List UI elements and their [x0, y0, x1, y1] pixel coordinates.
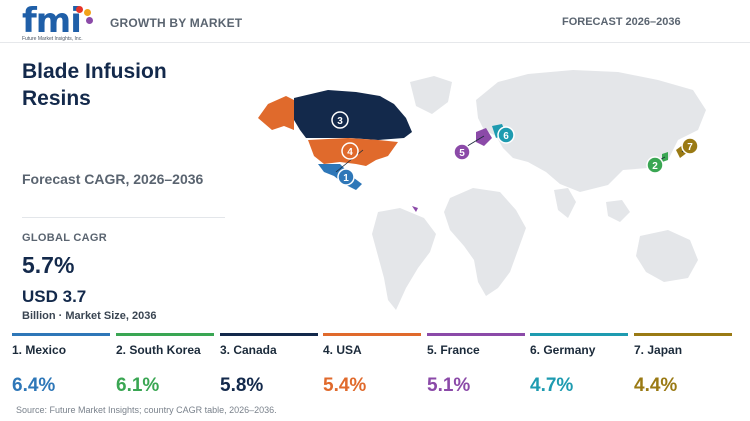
marker-japan[interactable] — [681, 137, 699, 155]
logo-subtitle: Future Market Insights, Inc. — [22, 36, 83, 42]
country-card-usa[interactable]: 4. USA 5.4% — [323, 333, 421, 403]
marker-mexico[interactable] — [337, 168, 355, 186]
country-name: 7. Japan — [634, 343, 683, 357]
country-color-bar — [427, 333, 525, 336]
marker-label: 4 — [347, 147, 353, 158]
marker-label: 5 — [459, 148, 465, 159]
world-map: 1 3 4 5 6 2 7 — [258, 70, 706, 310]
canada-shape — [294, 90, 412, 140]
country-color-bar — [530, 333, 628, 336]
country-color-bar — [323, 333, 421, 336]
global-cagr-label: GLOBAL CAGR — [22, 232, 107, 244]
africa-shape — [444, 188, 526, 296]
marker-label: 2 — [652, 161, 658, 172]
marker-germany[interactable] — [497, 126, 515, 144]
logo-dot-icon — [84, 9, 91, 16]
header-section-title: GROWTH BY MARKET — [110, 16, 243, 30]
country-name: 3. Canada — [220, 343, 277, 357]
marker-usa[interactable] — [341, 142, 359, 160]
southeast-asia-shape — [606, 200, 630, 222]
marker-label: 1 — [343, 173, 349, 184]
country-color-bar — [634, 333, 732, 336]
market-size-label: Billion · Market Size, 2036 — [22, 310, 157, 322]
logo-text: fmi — [22, 1, 82, 41]
market-size-value: USD 3.7 — [22, 287, 87, 306]
australia-shape — [636, 230, 698, 282]
country-cagr: 6.4% — [12, 375, 56, 396]
marker-label: 3 — [337, 116, 343, 127]
header-forecast-label: FORECAST 2026–2036 — [562, 16, 681, 28]
country-cagr: 5.8% — [220, 375, 264, 396]
divider — [22, 217, 225, 218]
logo-dot-icon — [76, 6, 83, 13]
country-color-bar — [12, 333, 110, 336]
global-cagr-value: 5.7% — [22, 252, 75, 278]
country-card-france[interactable]: 5. France 5.1% — [427, 333, 525, 403]
country-color-bar — [220, 333, 318, 336]
marker-canada[interactable] — [331, 111, 349, 129]
greenland-shape — [410, 76, 452, 114]
forecast-subtitle: Forecast CAGR, 2026–2036 — [22, 171, 204, 187]
alaska-shape — [258, 96, 294, 130]
country-cagr: 5.4% — [323, 375, 367, 396]
country-card-canada[interactable]: 3. Canada 5.8% — [220, 333, 318, 403]
country-card-mexico[interactable]: 1. Mexico 6.4% — [12, 333, 110, 403]
country-cagr: 6.1% — [116, 375, 160, 396]
marker-label: 7 — [687, 142, 693, 153]
map-markers: 1 3 4 5 6 2 7 — [331, 111, 699, 186]
country-cagr: 4.4% — [634, 375, 678, 396]
country-cagr: 5.1% — [427, 375, 471, 396]
logo-dot-icon — [86, 17, 93, 24]
south-america-shape — [372, 208, 436, 310]
country-card-south-korea[interactable]: 2. South Korea 6.1% — [116, 333, 214, 403]
country-card-japan[interactable]: 7. Japan 4.4% — [634, 333, 732, 403]
france-shape — [476, 128, 492, 146]
country-name: 6. Germany — [530, 343, 596, 357]
marker-label: 6 — [503, 131, 509, 142]
header: fmi Future Market Insights, Inc. GROWTH … — [0, 0, 750, 43]
mexico-leader — [335, 149, 364, 173]
country-cagr-list: 1. Mexico 6.4% 2. South Korea 6.1% 3. Ca… — [0, 333, 750, 403]
country-name: 2. South Korea — [116, 343, 201, 357]
land-masses — [372, 70, 706, 310]
french-guiana-shape — [412, 206, 418, 212]
country-card-germany[interactable]: 6. Germany 4.7% — [530, 333, 628, 403]
marker-south-korea[interactable] — [646, 156, 664, 174]
country-color-bar — [116, 333, 214, 336]
country-cagr: 4.7% — [530, 375, 574, 396]
source-note: Source: Future Market Insights; country … — [16, 405, 277, 415]
country-name: 4. USA — [323, 343, 362, 357]
fmi-logo[interactable]: fmi Future Market Insights, Inc. — [22, 1, 94, 46]
country-name: 5. France — [427, 343, 480, 357]
country-name: 1. Mexico — [12, 343, 67, 357]
india-shape — [554, 188, 576, 218]
page-title: Blade Infusion Resins — [22, 60, 167, 110]
marker-france[interactable] — [453, 143, 471, 161]
